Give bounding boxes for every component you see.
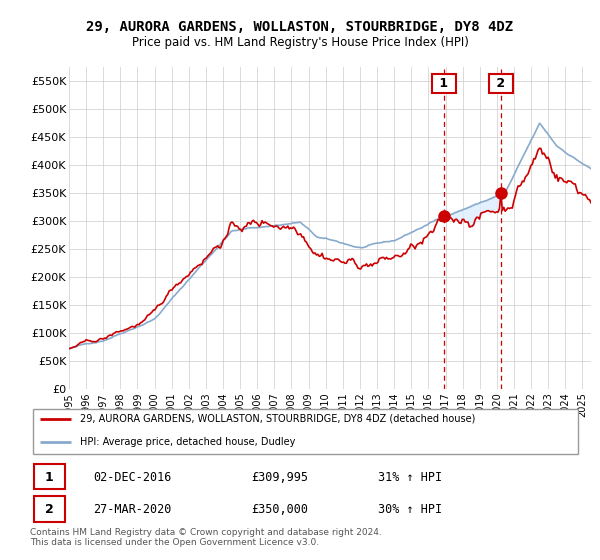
Text: 29, AURORA GARDENS, WOLLASTON, STOURBRIDGE, DY8 4DZ: 29, AURORA GARDENS, WOLLASTON, STOURBRID… — [86, 20, 514, 34]
Text: Contains HM Land Registry data © Crown copyright and database right 2024.
This d: Contains HM Land Registry data © Crown c… — [30, 528, 382, 547]
Text: Price paid vs. HM Land Registry's House Price Index (HPI): Price paid vs. HM Land Registry's House … — [131, 36, 469, 49]
FancyBboxPatch shape — [34, 496, 65, 522]
Text: 27-MAR-2020: 27-MAR-2020 — [94, 503, 172, 516]
Text: 1: 1 — [436, 77, 453, 90]
Text: £309,995: £309,995 — [251, 471, 308, 484]
Text: 30% ↑ HPI: 30% ↑ HPI — [378, 503, 442, 516]
Text: 02-DEC-2016: 02-DEC-2016 — [94, 471, 172, 484]
Text: 1: 1 — [45, 471, 53, 484]
Text: 31% ↑ HPI: 31% ↑ HPI — [378, 471, 442, 484]
Text: 2: 2 — [493, 77, 510, 90]
Text: HPI: Average price, detached house, Dudley: HPI: Average price, detached house, Dudl… — [80, 437, 295, 447]
FancyBboxPatch shape — [34, 464, 65, 489]
FancyBboxPatch shape — [33, 409, 578, 454]
Text: 29, AURORA GARDENS, WOLLASTON, STOURBRIDGE, DY8 4DZ (detached house): 29, AURORA GARDENS, WOLLASTON, STOURBRID… — [80, 414, 475, 423]
Text: £350,000: £350,000 — [251, 503, 308, 516]
Text: 2: 2 — [45, 503, 53, 516]
